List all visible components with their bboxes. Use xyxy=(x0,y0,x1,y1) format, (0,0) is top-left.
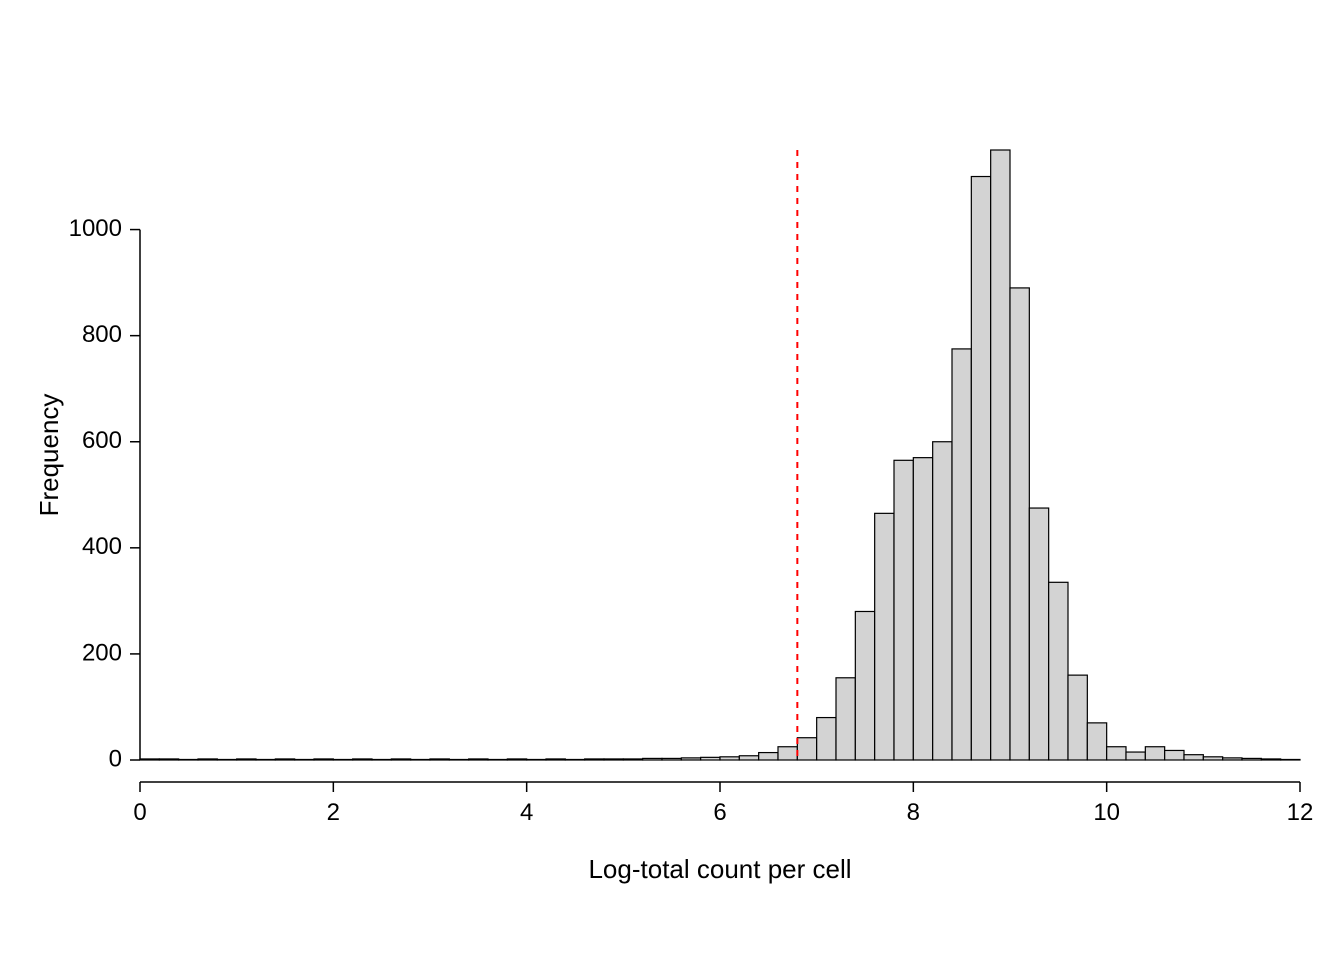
histogram-bar xyxy=(894,460,913,760)
x-tick-label: 8 xyxy=(907,799,920,826)
histogram-bar xyxy=(952,349,971,760)
histogram-bar xyxy=(1145,747,1164,760)
histogram-bar xyxy=(662,758,681,760)
histogram-bar xyxy=(372,759,391,760)
histogram-bar xyxy=(681,758,700,760)
histogram-bar xyxy=(159,759,178,760)
histogram-bar xyxy=(604,759,623,760)
histogram-bar xyxy=(1049,582,1068,760)
histogram-bar xyxy=(971,177,990,760)
histogram-bar xyxy=(759,753,778,760)
histogram-bar xyxy=(855,611,874,760)
histogram-bar xyxy=(488,759,507,760)
histogram-bar xyxy=(507,759,526,760)
histogram-bar xyxy=(469,759,488,760)
histogram-bar xyxy=(739,756,758,760)
histogram-bar xyxy=(701,757,720,760)
histogram-bar xyxy=(1184,755,1203,760)
histogram-bar xyxy=(217,759,236,760)
y-tick-label: 200 xyxy=(82,639,122,666)
histogram-bar xyxy=(275,759,294,760)
histogram-bar xyxy=(256,759,275,760)
histogram-bar xyxy=(1203,757,1222,760)
histogram-bar xyxy=(817,718,836,760)
histogram-bar xyxy=(797,738,816,760)
histogram-bar xyxy=(778,747,797,760)
histogram-bar xyxy=(314,759,333,760)
histogram-bar xyxy=(353,759,372,760)
histogram-chart: 0 2 4 6 8 10 12 Log-total count per cell 0 200 400… xyxy=(0,0,1344,960)
histogram-bar xyxy=(198,759,217,760)
y-tick-label: 600 xyxy=(82,427,122,454)
histogram-bar xyxy=(913,458,932,760)
histogram-bar xyxy=(527,759,546,760)
histogram-bar xyxy=(933,442,952,760)
chart-background xyxy=(0,0,1344,960)
x-axis-title: Log-total count per cell xyxy=(588,854,851,884)
histogram-bar xyxy=(585,759,604,760)
histogram-bar xyxy=(720,757,739,760)
x-tick-label: 6 xyxy=(713,799,726,826)
histogram-bar xyxy=(1029,508,1048,760)
x-tick-label: 10 xyxy=(1093,799,1120,826)
histogram-bar xyxy=(991,150,1010,760)
y-tick-label: 800 xyxy=(82,321,122,348)
histogram-bar xyxy=(1087,723,1106,760)
histogram-bar xyxy=(391,759,410,760)
y-tick-label: 1000 xyxy=(69,215,122,242)
histogram-bar xyxy=(1261,759,1280,760)
y-tick-label: 0 xyxy=(109,745,122,772)
histogram-bar xyxy=(836,678,855,760)
histogram-bar xyxy=(237,759,256,760)
y-axis-title: Frequency xyxy=(34,394,64,517)
histogram-bar xyxy=(1107,747,1126,760)
histogram-bar xyxy=(875,513,894,760)
y-tick-label: 400 xyxy=(82,533,122,560)
histogram-bar xyxy=(546,759,565,760)
histogram-bar xyxy=(1281,759,1300,760)
histogram-bar xyxy=(411,759,430,760)
x-tick-label: 0 xyxy=(133,799,146,826)
histogram-bar xyxy=(140,759,159,760)
histogram-bar xyxy=(333,759,352,760)
histogram-bar xyxy=(623,759,642,760)
histogram-bar xyxy=(295,759,314,760)
histogram-bar xyxy=(643,758,662,760)
x-tick-label: 12 xyxy=(1287,799,1314,826)
histogram-bar xyxy=(1126,752,1145,760)
histogram-bar xyxy=(1010,288,1029,760)
histogram-bar xyxy=(565,759,584,760)
histogram-bar xyxy=(1223,758,1242,760)
histogram-bar xyxy=(1242,758,1261,760)
x-tick-label: 2 xyxy=(327,799,340,826)
histogram-bar xyxy=(179,759,198,760)
histogram-bar xyxy=(449,759,468,760)
histogram-bar xyxy=(1165,750,1184,760)
x-tick-label: 4 xyxy=(520,799,533,826)
histogram-bar xyxy=(430,759,449,760)
histogram-bar xyxy=(1068,675,1087,760)
